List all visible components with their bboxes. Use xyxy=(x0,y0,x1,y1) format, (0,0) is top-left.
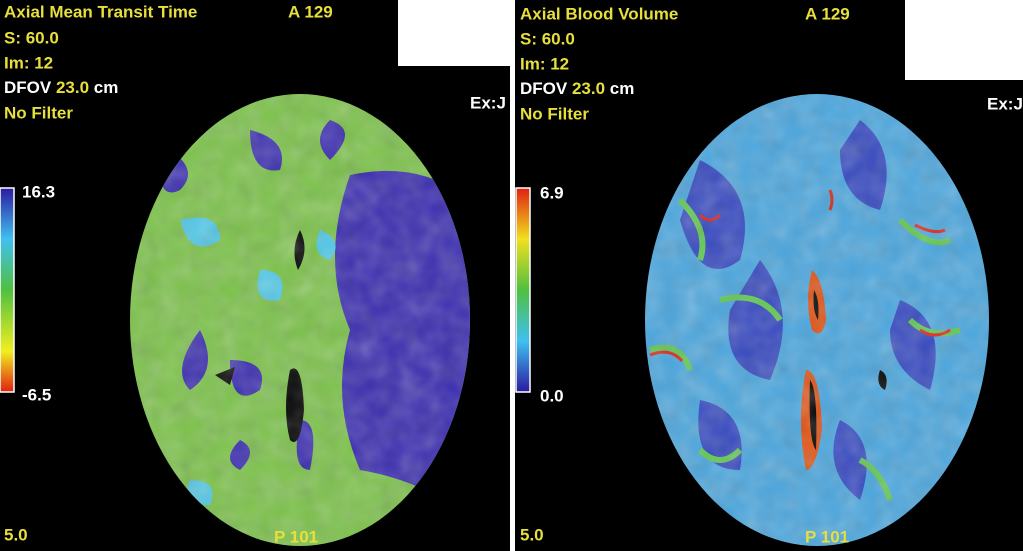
dfov-text: DFOV xyxy=(520,79,568,98)
filter-label: No Filter xyxy=(520,104,589,123)
color-scale xyxy=(515,187,531,393)
dfov-unit: cm xyxy=(610,79,635,98)
scale-min: -6.5 xyxy=(22,385,51,404)
perfusion-map xyxy=(130,94,470,546)
scale-max: 6.9 xyxy=(540,183,564,202)
dfov-unit: cm xyxy=(94,78,119,97)
exam-label: Ex:J xyxy=(470,93,506,112)
dfov-label: DFOV 23.0 cm xyxy=(520,79,634,98)
dfov-value: 23.0 xyxy=(56,78,89,97)
slice-label: S: 60.0 xyxy=(520,29,575,48)
window-label: 5.0 xyxy=(520,525,544,544)
posterior-label: P 101 xyxy=(274,527,318,546)
dfov-text: DFOV xyxy=(4,78,52,97)
divider xyxy=(510,0,515,551)
filter-label: No Filter xyxy=(4,103,73,122)
anterior-label: A 129 xyxy=(805,4,850,23)
perfusion-map xyxy=(645,94,989,546)
anterior-label: A 129 xyxy=(288,2,333,21)
exam-label: Ex:J xyxy=(987,94,1023,113)
image-label: Im: 12 xyxy=(520,54,569,73)
slice-label: S: 60.0 xyxy=(4,28,59,47)
posterior-label: P 101 xyxy=(805,527,849,546)
dfov-label: DFOV 23.0 cm xyxy=(4,78,118,97)
corner-box xyxy=(905,0,1023,80)
corner-box xyxy=(398,0,510,66)
image-label: Im: 12 xyxy=(4,53,53,72)
scale-max: 16.3 xyxy=(22,182,55,201)
series-title: Axial Mean Transit Time xyxy=(4,2,197,21)
scale-min: 0.0 xyxy=(540,386,564,405)
color-scale xyxy=(0,187,15,393)
window-label: 5.0 xyxy=(4,525,28,544)
dfov-value: 23.0 xyxy=(572,79,605,98)
overlay: Axial Mean Transit Time A 129 S: 60.0 Im… xyxy=(4,2,1023,546)
series-title: Axial Blood Volume xyxy=(520,4,678,23)
